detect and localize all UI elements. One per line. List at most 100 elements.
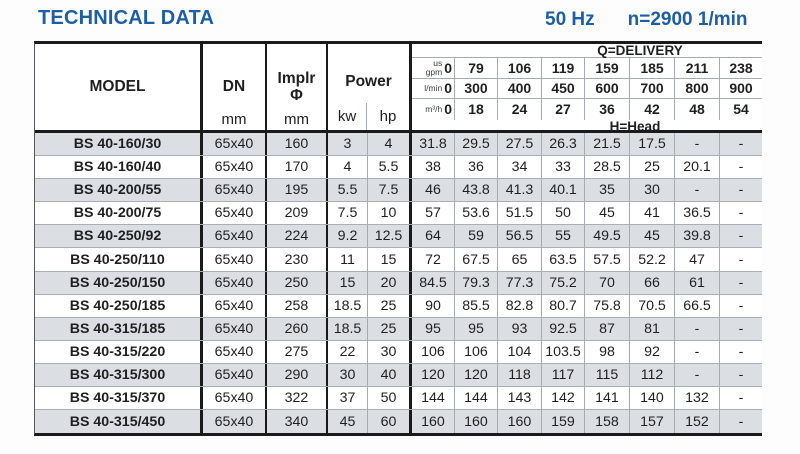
power-hp-cell: 5.5: [368, 156, 412, 179]
impeller-cell: 322: [267, 387, 328, 410]
table-row: BS 40-250/110 65x40 230 11 15 72 67.5 65 63.5 57.…: [35, 248, 762, 272]
flow-value: 42: [630, 99, 675, 120]
head-value-cell: -: [738, 366, 744, 383]
head-value-cell: 70.5: [630, 294, 675, 317]
power-hp-cell: 30: [368, 340, 412, 363]
dn-cell: 65x40: [203, 248, 267, 271]
delivery-unit-row: us gpm 0 79 106 119 159 185 211 238: [412, 58, 762, 79]
head-value-cell: -: [738, 390, 744, 407]
head-value-cell: 72: [412, 248, 455, 271]
head-value-cell: 59: [455, 225, 498, 248]
power-hp-unit-label: hp: [379, 108, 397, 125]
impeller-header-cell: Implr Φ mm: [267, 44, 328, 130]
head-value-cell: -: [738, 320, 744, 337]
flow-value: 159: [585, 58, 630, 78]
impeller-cell: 275: [267, 340, 328, 363]
flow-value: 27: [542, 99, 585, 120]
head-label: H=Head: [609, 118, 661, 134]
power-hp-cell: 60: [368, 410, 412, 434]
flow-value: 54: [733, 101, 749, 118]
head-value-cell: -: [738, 205, 744, 222]
table-row: BS 40-315/220 65x40 275 22 30 106 106 104 103.5 9…: [35, 340, 762, 364]
flow-value: 24: [498, 99, 542, 120]
operating-conditions: 50 Hz n=2900 1/min: [545, 9, 748, 31]
dn-cell: 65x40: [203, 271, 267, 294]
power-kw-cell: 5.5: [328, 179, 368, 202]
head-value-cell: -: [675, 363, 720, 387]
head-value-cell: 38: [412, 156, 455, 179]
flow-value: 450: [542, 78, 585, 98]
power-units-row: kw hp: [328, 103, 409, 130]
table-row: BS 40-250/185 65x40 258 18.5 25 90 85.5 82.8 80.…: [35, 294, 762, 318]
flow-value: 800: [675, 78, 720, 98]
rotation-speed-label: n=2900 1/min: [627, 9, 748, 30]
impeller-cell: 250: [267, 271, 328, 294]
head-value-cell: 66: [630, 271, 675, 294]
power-hp-cell: 25: [368, 317, 412, 340]
table-row: BS 40-250/150 65x40 250 15 20 84.5 79.3 77.3 75.…: [35, 271, 762, 295]
flow-value: 238: [729, 59, 753, 76]
dn-unit-label: mm: [221, 111, 247, 128]
delivery-unit-row: m³/h 0 18 24 27 36 42 48 54: [412, 99, 762, 120]
head-value-cell: 51.5: [498, 202, 542, 225]
model-cell: BS 40-250/92: [35, 225, 203, 248]
head-value-cell: 144: [455, 387, 498, 410]
power-hp-cell: 4: [368, 133, 412, 156]
head-value-cell: -: [738, 136, 744, 153]
model-cell: BS 40-315/450: [35, 410, 203, 434]
power-kw-cell: 7.5: [328, 202, 368, 225]
head-value-cell: 143: [498, 387, 542, 410]
model-header-cell: MODEL: [35, 44, 203, 130]
head-value-cell: 159: [542, 410, 585, 434]
flow-unit-label: us gpm: [426, 59, 443, 76]
head-value-cell: 31.8: [412, 133, 455, 156]
head-value-cell: 56.5: [498, 225, 542, 248]
head-value-cell: 160: [455, 410, 498, 434]
power-kw-cell: 30: [328, 363, 368, 387]
head-value-cell: 35: [585, 179, 630, 202]
flow-value: 700: [630, 78, 675, 98]
head-value-cell: 41: [630, 202, 675, 225]
power-kw-cell: 3: [328, 133, 368, 156]
impeller-cell: 195: [267, 179, 328, 202]
flow-value: 119: [542, 58, 585, 78]
dn-cell: 65x40: [203, 133, 267, 156]
head-value-cell: -: [738, 413, 744, 430]
head-value-cell: 75.8: [585, 294, 630, 317]
head-value-cell: 85.5: [455, 294, 498, 317]
power-kw-unit-label: kw: [328, 103, 368, 130]
table-row: BS 40-315/300 65x40 290 30 40 120 120 118 117 115…: [35, 363, 762, 388]
dn-cell: 65x40: [203, 294, 267, 317]
table-row: BS 40-160/30 65x40 160 3 4 31.8 29.5 27.5 26.3 21…: [35, 133, 762, 157]
head-value-cell: 160: [498, 410, 542, 434]
flow-unit-text: us: [433, 58, 443, 69]
head-value-cell: 106: [412, 340, 455, 363]
head-value-cell: 157: [630, 410, 675, 434]
dn-cell: 65x40: [203, 156, 267, 179]
dn-cell: 65x40: [203, 340, 267, 363]
head-value-cell: 61: [675, 271, 720, 294]
power-hp-cell: 20: [368, 271, 412, 294]
model-cell: BS 40-200/55: [35, 179, 203, 202]
delivery-unit-rows: us gpm 0 79 106 119 159 185 211 238 l/min 0 300 400 45…: [412, 58, 762, 120]
head-value-cell: 43.8: [455, 179, 498, 202]
flow-unit-text: gpm: [425, 66, 443, 77]
impeller-unit-label: mm: [284, 111, 309, 128]
head-value-cell: 41.3: [498, 179, 542, 202]
model-cell: BS 40-315/370: [35, 387, 203, 410]
flow-value: 900: [729, 80, 753, 97]
head-value-cell: -: [738, 228, 744, 245]
head-value-cell: 34: [498, 156, 542, 179]
impeller-cell: 260: [267, 317, 328, 340]
head-value-cell: 117: [542, 363, 585, 387]
power-kw-cell: 18.5: [328, 294, 368, 317]
flow-unit-label: l/min: [424, 84, 442, 93]
table-body: BS 40-160/30 65x40 160 3 4 31.8 29.5 27.5 26.3 21…: [35, 133, 762, 434]
impeller-cell: 230: [267, 248, 328, 271]
model-cell: BS 40-160/40: [35, 156, 203, 179]
flow-unit-label: m³/h: [425, 105, 442, 114]
head-value-cell: 40.1: [542, 179, 585, 202]
flow-unit-cell: us gpm 0: [412, 58, 455, 78]
flow-value: 400: [498, 78, 542, 98]
impeller-cell: 170: [267, 156, 328, 179]
